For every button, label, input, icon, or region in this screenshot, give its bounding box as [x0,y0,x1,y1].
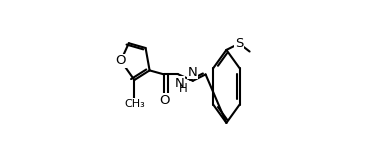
Text: O: O [159,93,169,107]
Text: H: H [179,82,187,95]
Text: S: S [235,37,243,50]
Text: O: O [116,54,126,67]
Text: N: N [174,77,184,90]
Text: N: N [188,65,198,79]
Text: CH₃: CH₃ [124,99,145,109]
